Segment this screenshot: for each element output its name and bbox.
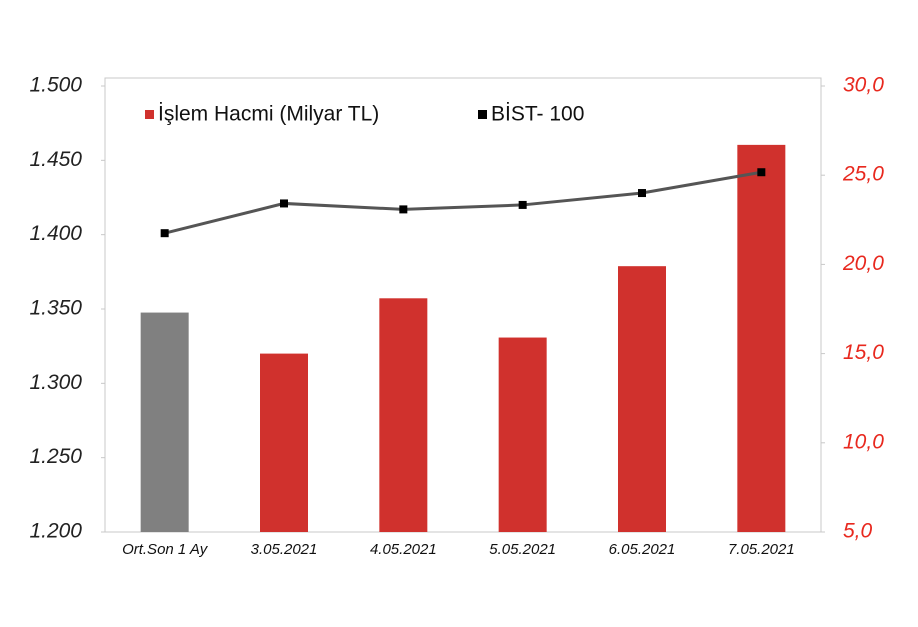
marker <box>757 168 766 177</box>
y2-tick-label: 30,0 <box>843 74 884 97</box>
legend-swatch <box>145 110 154 119</box>
bar <box>737 144 786 532</box>
x-tick-label: 3.05.2021 <box>251 541 318 558</box>
y2-tick-label: 25,0 <box>842 163 884 186</box>
marker <box>280 199 288 208</box>
legend-label: BİST- 100 <box>491 103 584 126</box>
marker <box>518 200 527 209</box>
y2-tick-label: 20,0 <box>842 252 884 275</box>
bar <box>618 266 666 532</box>
plot-frame <box>104 77 822 533</box>
marker <box>638 189 646 198</box>
x-tick-label: Ort.Son 1 Ay <box>122 541 209 558</box>
bar <box>379 298 428 532</box>
y2-tick-label: 15,0 <box>843 341 884 364</box>
y-tick-label: 1.400 <box>29 222 82 245</box>
legend-swatch <box>478 110 487 119</box>
bar <box>260 353 308 532</box>
bar <box>140 312 189 532</box>
x-tick-label: 7.05.2021 <box>728 541 795 558</box>
y-tick-label: 1.500 <box>29 74 82 97</box>
marker <box>160 229 169 238</box>
x-tick-label: 5.05.2021 <box>489 541 556 558</box>
bar <box>498 337 547 532</box>
line <box>164 170 762 235</box>
y-tick-label: 1.250 <box>29 445 82 468</box>
y-tick-label: 1.200 <box>29 520 82 543</box>
x-tick-label: 6.05.2021 <box>609 541 676 558</box>
y-tick-label: 1.350 <box>29 297 82 320</box>
y2-tick-label: 10,0 <box>843 430 884 453</box>
y2-tick-label: 5,0 <box>843 520 873 543</box>
y-tick-label: 1.300 <box>29 371 82 394</box>
x-tick-label: 4.05.2021 <box>370 541 437 558</box>
legend-label: İşlem Hacmi (Milyar TL) <box>158 103 379 126</box>
marker <box>399 205 408 214</box>
y-tick-label: 1.450 <box>29 148 82 171</box>
